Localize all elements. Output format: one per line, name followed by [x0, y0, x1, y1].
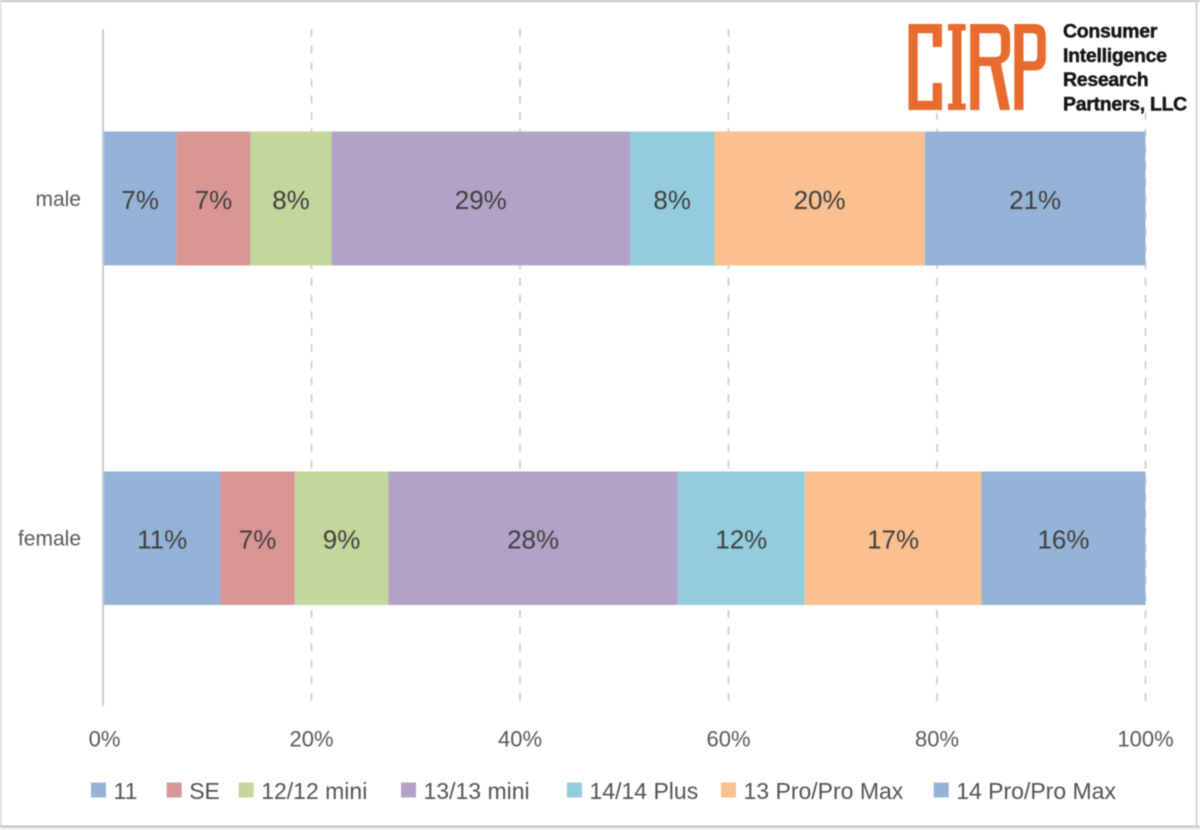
svg-text:20%: 20%: [794, 185, 846, 215]
svg-text:Research: Research: [1063, 69, 1148, 91]
svg-text:40%: 40%: [498, 727, 542, 752]
svg-text:8%: 8%: [272, 185, 310, 215]
svg-text:11: 11: [114, 778, 138, 804]
svg-text:11%: 11%: [137, 524, 187, 554]
svg-text:7%: 7%: [195, 185, 233, 215]
svg-text:17%: 17%: [867, 524, 919, 554]
svg-text:Intelligence: Intelligence: [1063, 45, 1167, 67]
svg-text:SE: SE: [189, 778, 220, 804]
svg-text:7%: 7%: [239, 524, 277, 554]
svg-text:12/12 mini: 12/12 mini: [261, 778, 367, 804]
svg-text:13 Pro/Pro Max: 13 Pro/Pro Max: [744, 778, 904, 804]
svg-text:60%: 60%: [706, 727, 750, 752]
svg-text:0%: 0%: [89, 727, 121, 752]
svg-text:14 Pro/Pro Max: 14 Pro/Pro Max: [956, 778, 1116, 804]
svg-text:29%: 29%: [455, 185, 507, 215]
svg-text:21%: 21%: [1009, 185, 1061, 215]
svg-text:20%: 20%: [289, 727, 333, 752]
svg-text:12%: 12%: [715, 524, 767, 554]
svg-text:female: female: [18, 528, 81, 551]
svg-text:7%: 7%: [121, 185, 159, 215]
svg-text:100%: 100%: [1117, 727, 1173, 752]
svg-text:14/14 Plus: 14/14 Plus: [590, 778, 699, 804]
svg-text:Partners, LLC: Partners, LLC: [1063, 94, 1187, 116]
svg-text:13/13 mini: 13/13 mini: [424, 778, 530, 804]
svg-text:80%: 80%: [915, 727, 959, 752]
svg-text:16%: 16%: [1037, 524, 1089, 554]
svg-text:male: male: [35, 188, 81, 211]
svg-text:9%: 9%: [323, 524, 361, 554]
svg-text:Consumer: Consumer: [1063, 21, 1158, 43]
svg-text:8%: 8%: [653, 185, 691, 215]
svg-text:28%: 28%: [507, 524, 559, 554]
